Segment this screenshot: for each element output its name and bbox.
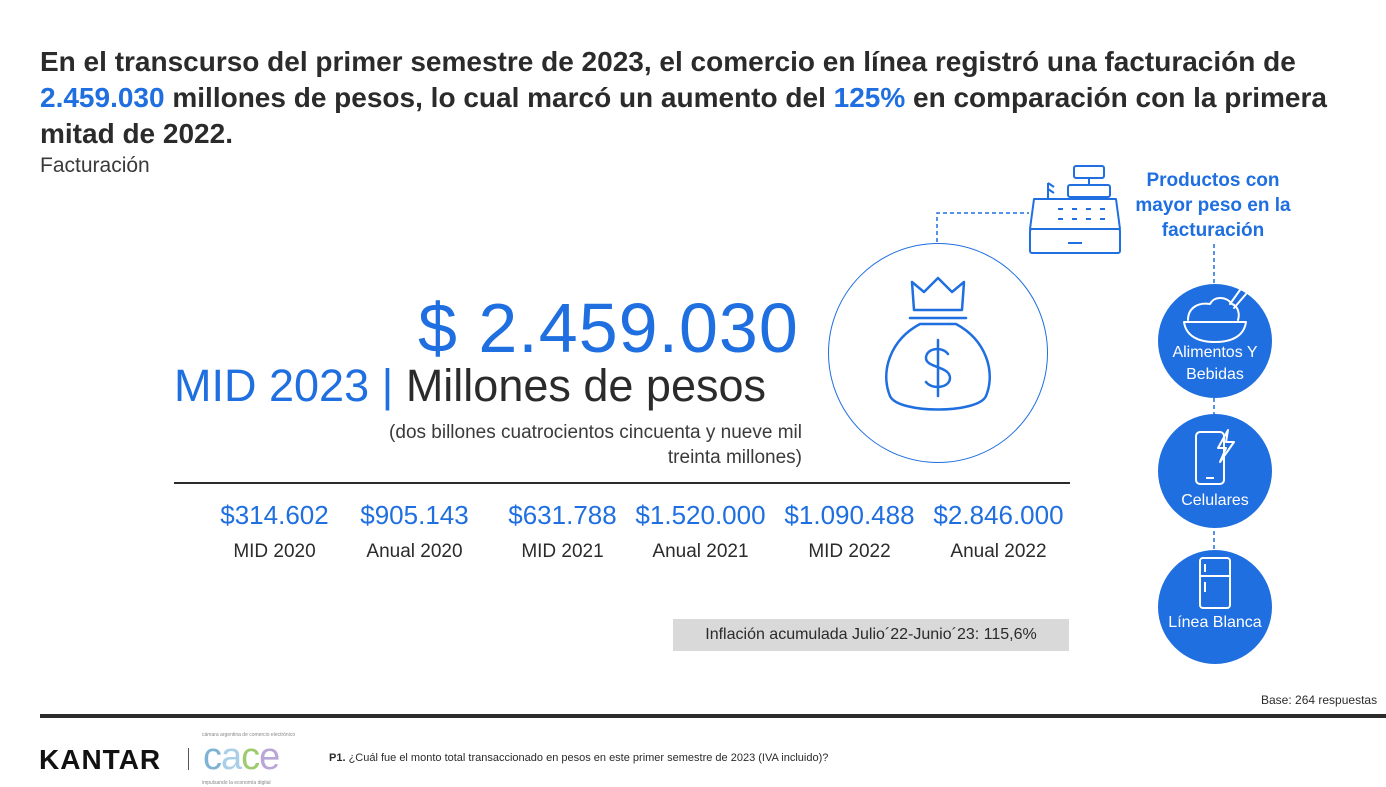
headline-percent: 125%	[833, 82, 906, 113]
history-label: Anual 2020	[366, 541, 463, 562]
history-value: $1.090.488	[784, 500, 915, 530]
history-item: $314.602 MID 2020	[200, 500, 349, 563]
product-label: Alimentos Y Bebidas	[1172, 344, 1258, 383]
cace-letter: c	[241, 736, 260, 778]
cash-register-icon	[1029, 165, 1121, 254]
question-prefix: P1.	[329, 752, 346, 764]
cace-logo: cace	[203, 736, 280, 778]
cace-subtitle: impulsando la economía digital	[202, 780, 271, 786]
history-label: MID 2022	[808, 541, 891, 562]
main-amount: $ 2.459.030	[418, 289, 799, 367]
history-label: Anual 2021	[652, 541, 749, 562]
unit-label: Millones de pesos	[405, 360, 767, 411]
cace-letter: e	[259, 736, 280, 778]
cace-letter: a	[221, 736, 242, 778]
history-item: $2.846.000 Anual 2022	[924, 500, 1073, 563]
question-text: ¿Cuál fue el monto total transaccionado …	[345, 752, 829, 764]
headline: En el transcurso del primer semestre de …	[40, 44, 1386, 152]
history-value: $905.143	[360, 500, 469, 530]
footer-rule	[40, 714, 1386, 718]
headline-text-3: en comparación con la primera mitad de 2…	[40, 82, 1327, 149]
history-value: $2.846.000	[933, 500, 1064, 530]
history-value: $1.520.000	[635, 500, 766, 530]
money-bag-icon	[885, 276, 991, 411]
history-value: $631.788	[508, 500, 617, 530]
logo-separator	[188, 748, 189, 770]
amount-in-words: (dos billones cuatrocientos cincuenta y …	[389, 422, 802, 468]
history-item: $631.788 MID 2021	[488, 500, 637, 563]
product-white-goods: Línea Blanca	[1158, 550, 1272, 664]
product-food-beverages: Alimentos Y Bebidas	[1158, 284, 1272, 398]
history-item: $1.520.000 Anual 2021	[626, 500, 775, 563]
food-bowl-icon	[1183, 289, 1247, 343]
history-label: MID 2020	[233, 541, 316, 562]
headline-amount: 2.459.030	[40, 82, 165, 113]
cace-tagline: cámara argentina de comercio electrónico	[202, 732, 296, 738]
refrigerator-icon	[1199, 557, 1231, 609]
headline-text-1: En el transcurso del primer semestre de …	[40, 46, 1296, 77]
headline-text-2: millones de pesos, lo cual marcó un aume…	[164, 82, 834, 113]
product-label: Celulares	[1181, 492, 1249, 509]
history-item: $905.143 Anual 2020	[340, 500, 489, 563]
survey-question: P1. ¿Cuál fue el monto total transaccion…	[329, 752, 828, 764]
history-label: MID 2021	[521, 541, 604, 562]
product-label: Línea Blanca	[1168, 614, 1262, 631]
history-label: Anual 2022	[950, 541, 1047, 562]
money-bag-circle	[828, 243, 1048, 463]
product-mobile-phones: Celulares	[1158, 414, 1272, 528]
base-note: Base: 264 respuestas	[1261, 693, 1378, 707]
subtitle: Facturación	[40, 154, 150, 177]
mobile-phone-icon	[1195, 429, 1235, 485]
divider	[174, 482, 1070, 484]
history-item: $1.090.488 MID 2022	[775, 500, 924, 563]
period-label: MID 2023 |	[174, 360, 394, 411]
kantar-logo: KANTAR	[39, 744, 162, 775]
cace-letter: c	[203, 736, 222, 778]
inflation-note: Inflación acumulada Julio´22-Junio´23: 1…	[673, 619, 1069, 651]
products-title: Productos con mayor peso en la facturaci…	[1135, 170, 1291, 241]
history-value: $314.602	[220, 500, 329, 530]
connector-line	[936, 212, 1029, 242]
period-line: MID 2023 | Millones de pesos	[174, 360, 766, 412]
